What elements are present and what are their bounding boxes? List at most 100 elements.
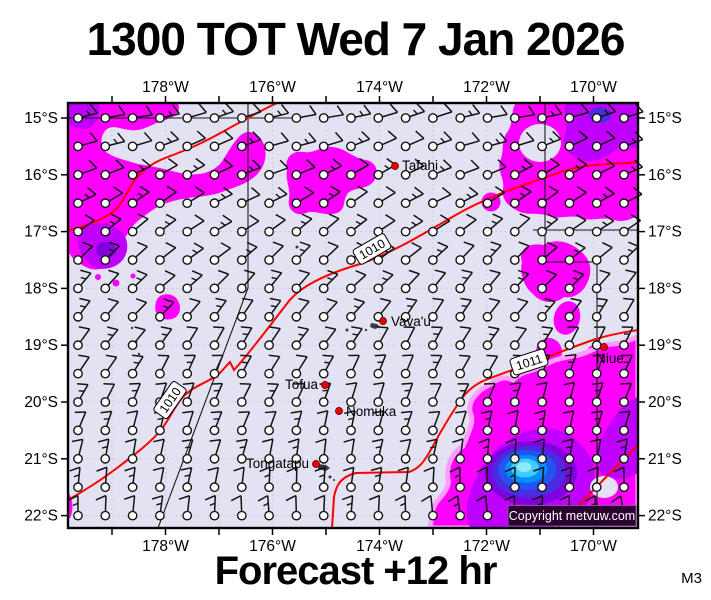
- barb-half-feather: [565, 474, 571, 478]
- barb-feather: [423, 466, 435, 473]
- barb-feather: [576, 185, 587, 194]
- barb-feather: [442, 159, 452, 168]
- lon-label: 176°W: [249, 538, 296, 555]
- barb-station-circle: [182, 340, 193, 351]
- barb-station-circle: [154, 141, 165, 152]
- barb-station-circle: [619, 425, 629, 436]
- barb-half-feather: [411, 221, 417, 226]
- lat-label: 17°S: [648, 224, 682, 241]
- barb-station-circle: [455, 425, 466, 436]
- barb-half-feather: [239, 446, 246, 449]
- precip-speck: [95, 274, 101, 280]
- barb-feather: [405, 297, 417, 301]
- barb-feather: [163, 298, 175, 304]
- barb-station-circle: [509, 311, 520, 322]
- barb-feather: [191, 270, 203, 276]
- barb-half-feather: [161, 333, 168, 336]
- barb-half-feather: [263, 502, 269, 507]
- barb-feather: [251, 159, 261, 169]
- barb-feather: [483, 382, 496, 385]
- barb-half-feather: [137, 192, 144, 197]
- barb-half-feather: [319, 474, 325, 478]
- barb-station-circle: [400, 397, 411, 407]
- barb-station-circle: [455, 283, 466, 294]
- barb-half-feather: [109, 220, 116, 225]
- barb-feather: [459, 326, 471, 329]
- axis-labels: 178°W 178°W 176°W 176°W 174°W 174°W 172°W 172°W…: [24, 79, 682, 555]
- barb-half-feather: [73, 474, 80, 478]
- barb-station-circle: [154, 482, 165, 493]
- barb-station-circle: [537, 255, 547, 265]
- barb-feather: [297, 326, 309, 331]
- barb-station-circle: [482, 340, 493, 351]
- barb-station-circle: [591, 311, 602, 322]
- lat-label: 20°S: [24, 394, 58, 411]
- barb-feather: [341, 494, 353, 501]
- barb-station-circle: [591, 397, 602, 407]
- barb-station-circle: [127, 283, 138, 294]
- copyright-box: Copyright metvuw.com: [507, 505, 637, 527]
- barb-feather: [272, 241, 284, 247]
- barb-feather: [389, 103, 399, 113]
- barb-feather: [100, 410, 112, 414]
- barb-feather: [89, 104, 98, 114]
- barb-feather: [246, 241, 258, 248]
- barb-station-circle: [100, 311, 111, 322]
- barb-feather: [618, 410, 630, 414]
- barb-station-circle: [209, 113, 220, 123]
- barb-station-circle: [154, 113, 165, 123]
- barb-station-circle: [509, 453, 520, 464]
- barb-station-circle: [591, 368, 602, 379]
- barb-station-circle: [373, 425, 384, 436]
- barb-station-circle: [427, 510, 438, 521]
- barb-feather: [547, 241, 558, 248]
- barb-station-circle: [318, 397, 329, 407]
- barb-station-circle: [182, 311, 193, 322]
- barb-half-feather: [209, 502, 216, 506]
- barb-station-circle: [455, 453, 466, 464]
- barb-feather: [281, 104, 290, 114]
- barb-feather: [309, 105, 317, 115]
- barb-half-feather: [299, 248, 306, 252]
- barb-station-circle: [619, 255, 629, 265]
- barb-station-circle: [373, 453, 384, 464]
- barb-feather: [587, 466, 599, 472]
- barb-station-circle: [400, 510, 411, 521]
- barb-feather: [472, 104, 481, 114]
- barb-feather: [279, 159, 289, 169]
- barb-half-feather: [413, 109, 418, 115]
- barb-feather: [371, 438, 383, 443]
- barb-feather: [252, 103, 262, 113]
- barb-half-feather: [550, 110, 555, 116]
- barb-feather: [373, 382, 385, 386]
- barb-station-circle: [100, 340, 111, 351]
- barb-feather: [108, 269, 120, 275]
- barb-feather: [89, 132, 98, 142]
- barb-feather: [170, 131, 180, 140]
- barb-station-circle: [455, 169, 466, 180]
- barb-station-circle: [509, 141, 520, 152]
- barb-station-circle: [291, 113, 302, 123]
- barb-feather: [527, 105, 536, 116]
- barb-station-circle: [400, 311, 411, 322]
- isobar-line-1010: [68, 161, 638, 501]
- barb-feather: [117, 132, 126, 142]
- barb-station-circle: [482, 510, 493, 521]
- barb-station-circle: [154, 425, 165, 436]
- place-dot: [312, 460, 320, 468]
- barb-half-feather: [631, 137, 637, 143]
- barb-station-circle: [236, 368, 247, 379]
- barb-station-circle: [100, 510, 111, 521]
- barb-station-circle: [427, 169, 438, 180]
- barb-feather: [249, 214, 260, 222]
- barb-half-feather: [594, 389, 601, 392]
- barb-feather: [280, 132, 289, 142]
- barb-feather: [578, 130, 589, 139]
- barb-station-circle: [346, 340, 356, 351]
- barb-station-circle: [73, 226, 83, 237]
- barb-feather: [541, 326, 553, 329]
- barb-station-circle: [182, 368, 193, 379]
- barb-feather: [222, 214, 233, 223]
- barb-feather: [476, 466, 488, 473]
- barb-station-circle: [509, 226, 520, 237]
